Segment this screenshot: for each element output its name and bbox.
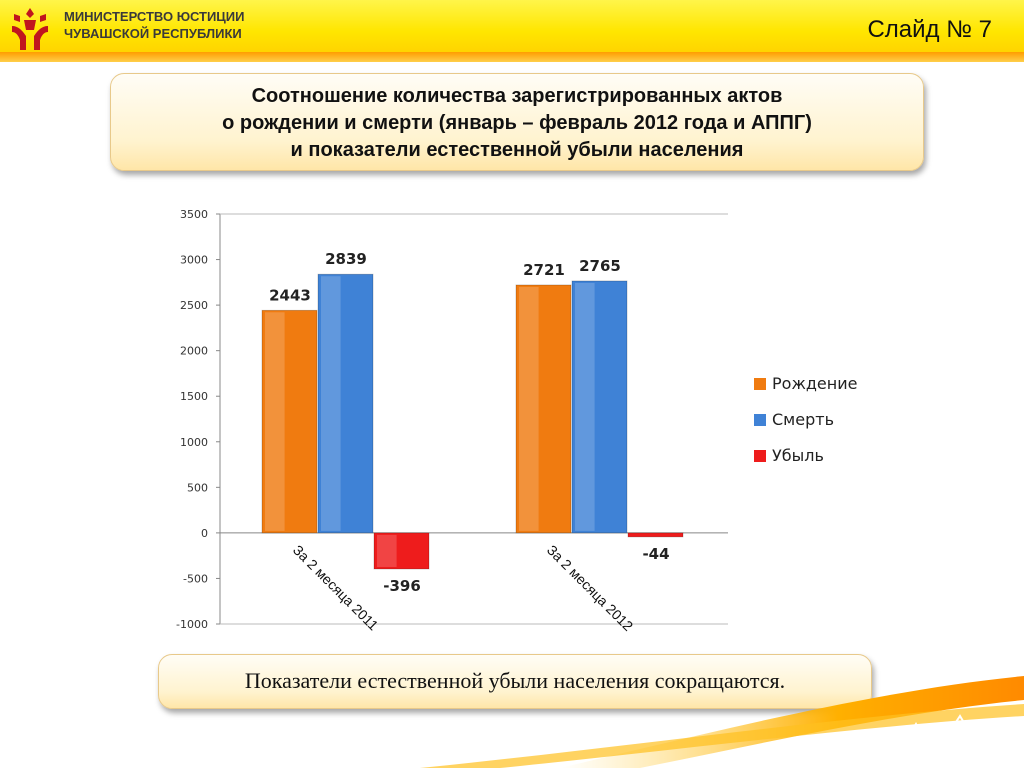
data-label-birth-2: 2721	[523, 261, 565, 279]
slide-title: Соотношение количества зарегистрированны…	[111, 83, 923, 164]
emblem-icon	[12, 8, 48, 50]
title-line-2: о рождении и смерти (январь – февраль 20…	[222, 112, 812, 134]
legend-swatch-birth	[754, 378, 766, 390]
y-tick-label: -500	[183, 572, 208, 585]
title-box: Соотношение количества зарегистрированны…	[110, 73, 924, 171]
legend-label-death: Смерть	[772, 410, 834, 429]
bar-highlight	[575, 282, 595, 531]
title-line-1: Соотношение количества зарегистрированны…	[251, 85, 783, 107]
data-label-death-1: 2839	[325, 250, 367, 268]
bar-birth-1	[261, 309, 318, 534]
y-tick-label: 2000	[180, 345, 208, 358]
legend-label-birth: Рождение	[772, 374, 858, 393]
bar-birth-2	[515, 284, 572, 534]
y-tick-label: 2500	[180, 299, 208, 312]
data-label-decline-2: -44	[642, 545, 669, 563]
ministry-line-1: МИНИСТЕРСТВО ЮСТИЦИИ	[64, 9, 245, 24]
data-label-death-2: 2765	[579, 257, 621, 275]
legend-label-decline: Убыль	[772, 446, 824, 465]
y-tick-label: 500	[187, 481, 208, 494]
header-stripe	[0, 52, 1024, 62]
y-tick-label: 3500	[180, 208, 208, 221]
y-tick-label: 0	[201, 527, 208, 540]
bar-death-1	[317, 273, 374, 534]
note-box: Показатели естественной убыли населения …	[158, 654, 872, 709]
ministry-line-2: ЧУВАШСКОЙ РЕСПУБЛИКИ	[64, 26, 242, 41]
y-tick-label: 1000	[180, 436, 208, 449]
data-label-birth-1: 2443	[269, 286, 311, 304]
y-tick-label: -1000	[176, 618, 208, 631]
data-label-decline-1: -396	[383, 577, 421, 595]
bar-decline-1	[373, 532, 430, 570]
bar-decline-2	[627, 532, 684, 538]
header-bar	[0, 0, 1024, 52]
star-icon	[901, 714, 1015, 767]
title-line-3: и показатели естественной убыли населени…	[290, 139, 744, 161]
legend-swatch-death	[754, 414, 766, 426]
y-tick-label: 1500	[180, 390, 208, 403]
bar-highlight	[265, 312, 285, 531]
bar-highlight	[321, 276, 341, 531]
bar-highlight	[377, 534, 397, 567]
slide-number: Слайд № 7	[867, 16, 992, 43]
ministry-name: МИНИСТЕРСТВО ЮСТИЦИИ ЧУВАШСКОЙ РЕСПУБЛИК…	[64, 8, 245, 42]
conclusion-note: Показатели естественной убыли населения …	[244, 668, 786, 693]
legend-swatch-decline	[754, 450, 766, 462]
chart-bars	[261, 273, 684, 570]
bar-death-2	[571, 280, 628, 534]
y-tick-label: 3000	[180, 254, 208, 267]
bar-highlight	[519, 286, 539, 531]
